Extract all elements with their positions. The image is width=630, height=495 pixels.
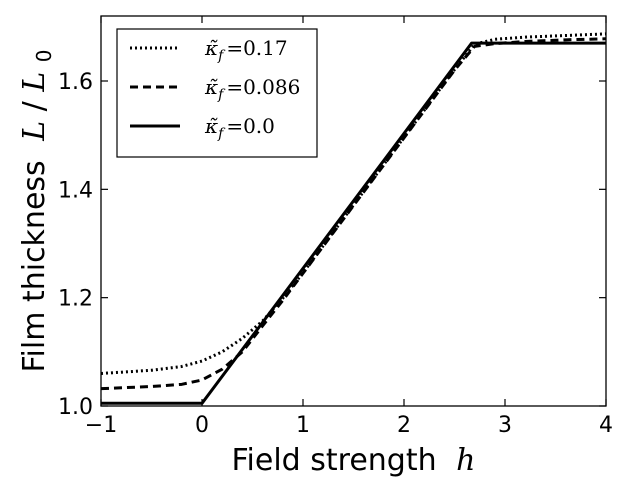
y-tick-label: 1.4 xyxy=(58,178,93,203)
plot-frame xyxy=(100,15,607,407)
legend-value: 0.17 xyxy=(243,36,288,60)
x-tick-label: 0 xyxy=(195,413,209,438)
y-axis-label-slash: / xyxy=(17,100,52,111)
y-axis-label: Film thickness L / L 0 xyxy=(17,49,56,372)
legend-box xyxy=(116,28,318,158)
y-axis-label-var-den-sub: 0 xyxy=(32,49,56,62)
x-axis-label-text: Field strength xyxy=(231,443,436,478)
series-line-solid xyxy=(101,41,606,405)
y-tick-label: 1.6 xyxy=(58,70,93,95)
legend-equals: = xyxy=(226,75,243,99)
y-axis-label-var-den: L xyxy=(17,72,52,93)
legend-label: κ̃f =0.17 xyxy=(204,36,288,64)
legend-value: 0.0 xyxy=(243,114,275,138)
legend-symbol: κ̃ xyxy=(204,36,218,60)
x-tick-label: 2 xyxy=(397,413,411,438)
legend-symbol: κ̃ xyxy=(204,114,218,138)
series-layer xyxy=(101,32,606,405)
y-tick-label: 1.0 xyxy=(58,395,93,420)
legend-subscript: f xyxy=(217,126,226,142)
y-tick-label: 1.2 xyxy=(58,287,93,312)
legend-equals: = xyxy=(226,36,243,60)
legend-subscript: f xyxy=(217,48,226,64)
x-tick-label: 1 xyxy=(296,413,310,438)
x-axis-label-var: h xyxy=(456,443,475,478)
x-tick-label: 3 xyxy=(498,413,512,438)
legend-symbol: κ̃ xyxy=(204,75,218,99)
legend-equals: = xyxy=(226,114,243,138)
legend-label: κ̃f =0.086 xyxy=(204,75,300,103)
y-axis-label-var-num: L xyxy=(17,121,52,142)
legend-value: 0.086 xyxy=(243,75,300,99)
x-tick-label: 4 xyxy=(599,413,613,438)
x-tick-label: −1 xyxy=(85,413,117,438)
y-axis-label-text: Film thickness xyxy=(17,160,52,372)
series-line-dotted xyxy=(101,32,606,375)
x-axis-label: Field strength h xyxy=(231,443,475,478)
ticks-layer: −1 0 1 2 3 4 1.0 1.2 1.4 1.6 xyxy=(58,16,613,438)
legend-subscript: f xyxy=(217,87,226,103)
legend-label: κ̃f =0.0 xyxy=(204,114,275,142)
